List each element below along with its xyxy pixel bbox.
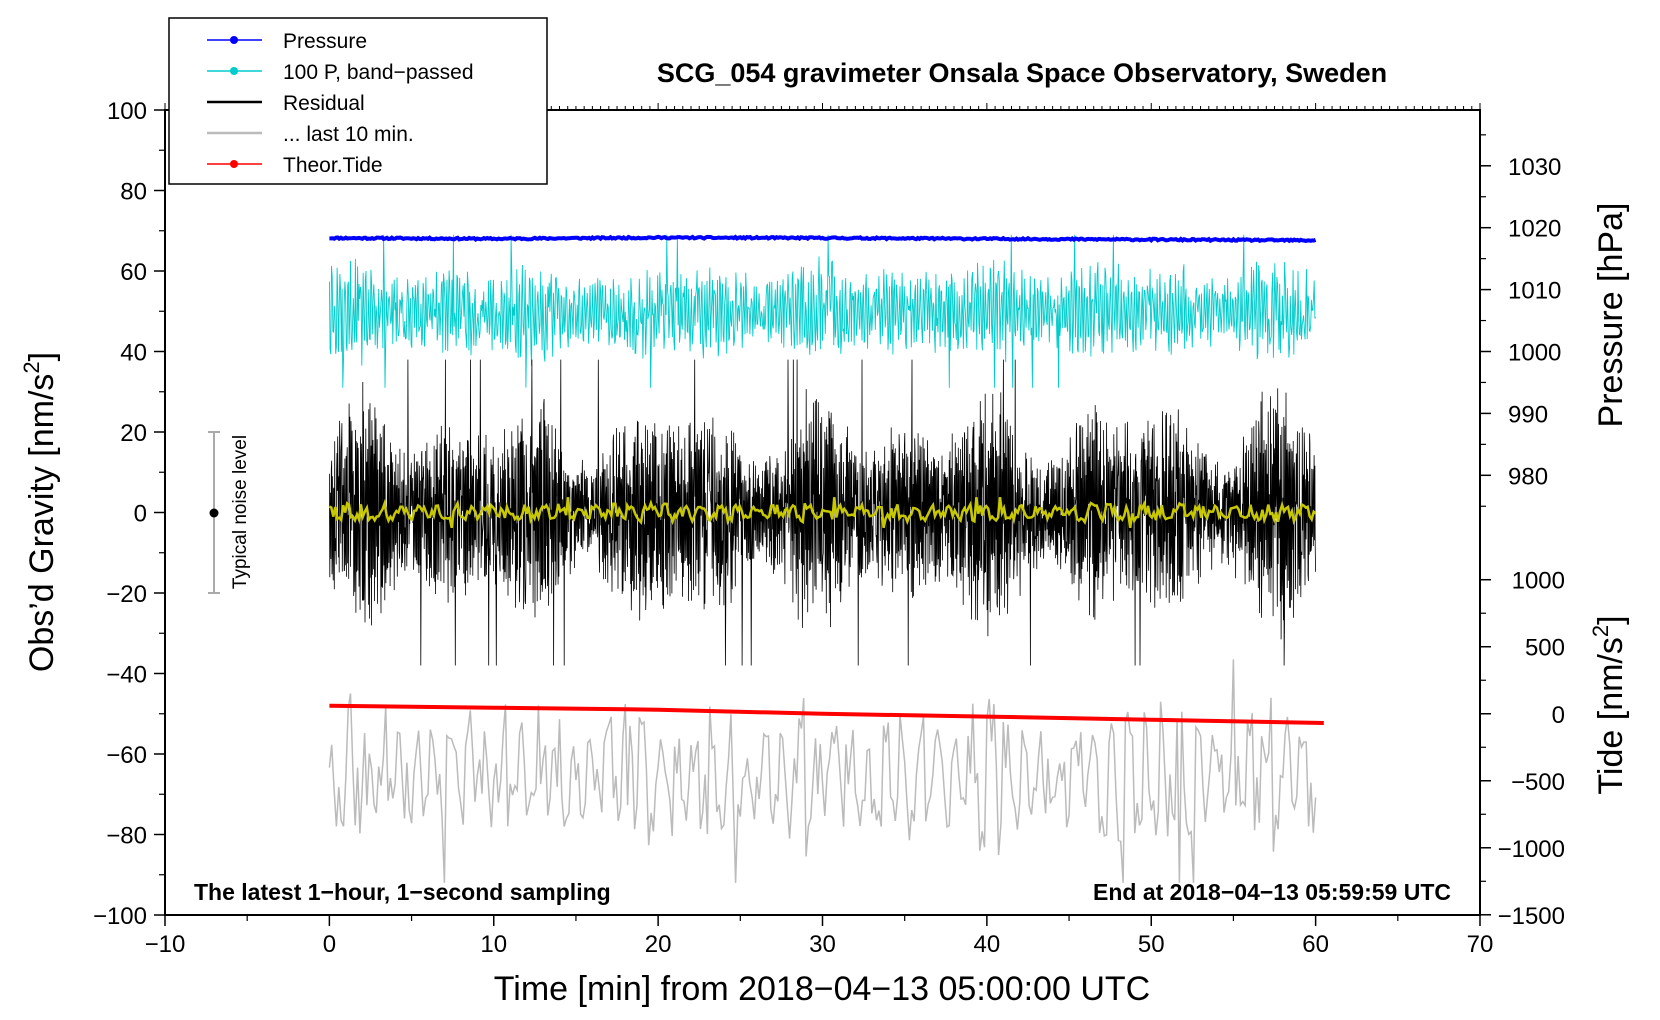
legend-item-theor-tide: Theor.Tide bbox=[207, 154, 383, 177]
series-band-passed-line bbox=[328, 234, 1317, 388]
y-tick-label: 40 bbox=[120, 340, 147, 367]
series-layer bbox=[328, 234, 1324, 883]
svg-text:Residual: Residual bbox=[283, 92, 365, 115]
y-tick-label: 60 bbox=[120, 259, 147, 286]
x-tick-label: 70 bbox=[1467, 931, 1494, 958]
legend-item-band-passed: 100 P, band−passed bbox=[207, 61, 474, 84]
x-tick-label: 20 bbox=[645, 931, 672, 958]
svg-text:Theor.Tide: Theor.Tide bbox=[283, 154, 383, 177]
y-tick-label: −40 bbox=[106, 662, 147, 689]
svg-text:100 P, band−passed: 100 P, band−passed bbox=[283, 61, 474, 84]
tide-tick-label: 1000 bbox=[1512, 568, 1565, 595]
chart-title: SCG_054 gravimeter Onsala Space Observat… bbox=[657, 58, 1387, 88]
series-residual-line bbox=[328, 359, 1316, 666]
pressure-tick-label: 1000 bbox=[1508, 340, 1561, 367]
pressure-tick-label: 990 bbox=[1508, 401, 1548, 428]
y-tick-label: −60 bbox=[106, 742, 147, 769]
x-tick-label: 0 bbox=[323, 931, 336, 958]
x-tick-label: 60 bbox=[1302, 931, 1329, 958]
x-tick-label: 40 bbox=[974, 931, 1001, 958]
tide-tick-label: −500 bbox=[1511, 769, 1565, 796]
legend-item-pressure: Pressure bbox=[207, 30, 367, 53]
y-tick-label: 80 bbox=[120, 179, 147, 206]
svg-text:Pressure: Pressure bbox=[283, 30, 367, 53]
series-theor-tide-line bbox=[329, 703, 1324, 725]
noise-label: Typical noise level bbox=[230, 435, 251, 589]
legend-item-last-10-min: ... last 10 min. bbox=[207, 123, 414, 146]
tide-tick-label: −1500 bbox=[1498, 903, 1565, 930]
x-tick-label: −10 bbox=[145, 931, 186, 958]
y-tick-label: 100 bbox=[107, 98, 147, 125]
pressure-tick-label: 1010 bbox=[1508, 278, 1561, 305]
ticks-layer: −10 0 10 20 30 40 50 60 70−100−80−60−40−20020406… bbox=[93, 98, 1565, 958]
pressure-tick-label: 1020 bbox=[1508, 216, 1561, 243]
svg-text:... last 10 min.: ... last 10 min. bbox=[283, 123, 414, 146]
y-tick-label: −20 bbox=[106, 581, 147, 608]
legend-item-residual: Residual bbox=[207, 92, 365, 115]
pressure-tick-label: 1030 bbox=[1508, 154, 1561, 181]
x-axis-title: Time [min] from 2018−04−13 05:00:00 UTC bbox=[494, 970, 1150, 1008]
tide-tick-label: 0 bbox=[1552, 702, 1565, 729]
sampling-annotation: The latest 1−hour, 1−second sampling bbox=[194, 879, 611, 905]
y-axis-title: Obs’d Gravity [nm/s2] bbox=[19, 352, 61, 672]
tide-axis-title: Tide [nm/s2] bbox=[1588, 615, 1630, 794]
tide-tick-label: −1000 bbox=[1498, 836, 1565, 863]
y-tick-label: 20 bbox=[120, 420, 147, 447]
y-tick-label: 0 bbox=[134, 501, 147, 528]
y-tick-label: −80 bbox=[106, 823, 147, 850]
series-last-10-min-line bbox=[328, 659, 1317, 883]
series-pressure-line bbox=[329, 234, 1317, 244]
pressure-axis-title: Pressure [hPa] bbox=[1592, 203, 1630, 428]
y-tick-label: −100 bbox=[93, 903, 147, 930]
end-time-annotation: End at 2018−04−13 05:59:59 UTC bbox=[1093, 879, 1451, 905]
series-residual-smoothed-line bbox=[328, 497, 1317, 529]
noise-center-dot bbox=[209, 508, 219, 518]
x-tick-label: 30 bbox=[809, 931, 836, 958]
legend: Pressure 100 P, band−passed Residual ...… bbox=[168, 17, 548, 185]
pressure-tick-label: 980 bbox=[1508, 463, 1548, 490]
noise-level-indicator: Typical noise level bbox=[208, 431, 251, 594]
tide-tick-label: 500 bbox=[1525, 635, 1565, 662]
x-tick-label: 50 bbox=[1138, 931, 1165, 958]
x-tick-label: 10 bbox=[480, 931, 507, 958]
